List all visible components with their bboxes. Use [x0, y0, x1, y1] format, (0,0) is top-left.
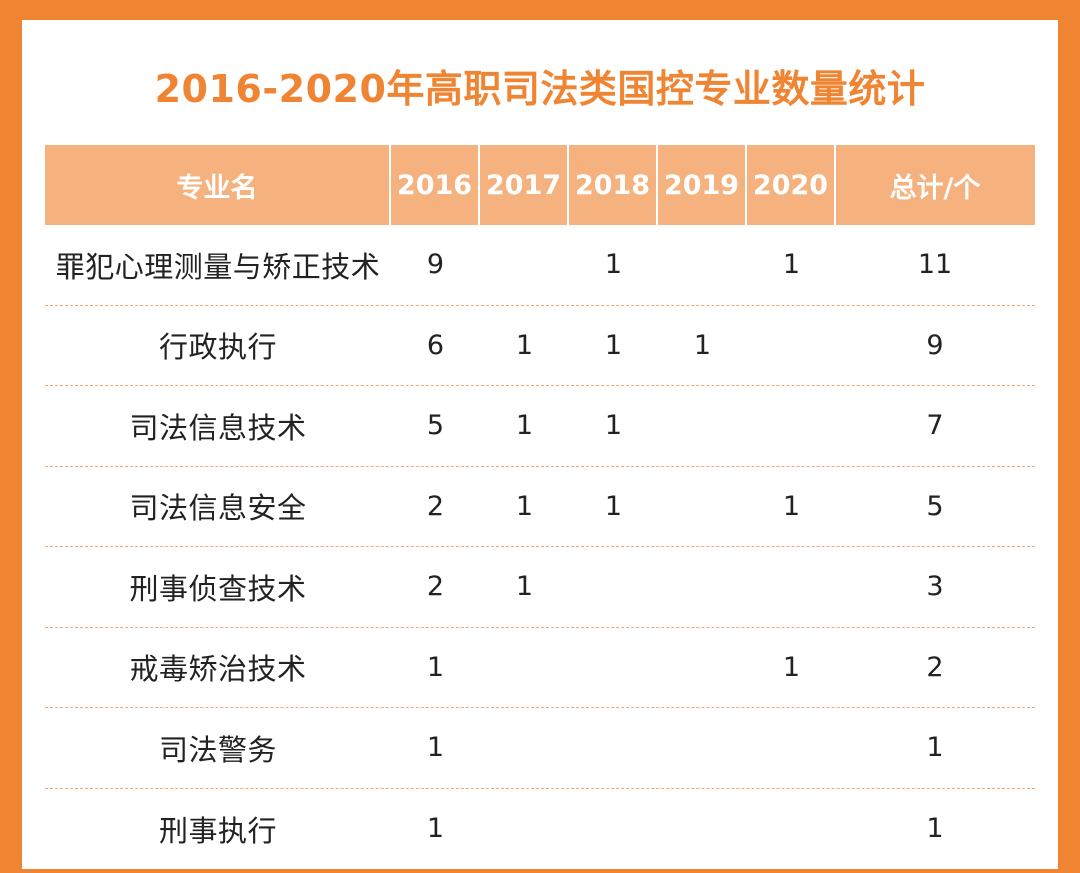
table-row: 司法警务 1 1 — [45, 708, 1035, 789]
count-2017-cell: 1 — [515, 490, 534, 522]
total-cell: 1 — [926, 732, 944, 764]
count-2019-cell — [658, 547, 747, 627]
count-2018-cell: 1 — [604, 249, 623, 281]
count-2018-cell: 1 — [604, 490, 623, 522]
count-2016-cell: 1 — [426, 813, 445, 845]
count-2019-cell — [658, 225, 747, 305]
count-2017-cell — [480, 789, 569, 870]
count-2016-cell: 5 — [426, 410, 445, 442]
major-name-cell: 司法警务 — [158, 732, 277, 767]
major-name-cell: 司法信息安全 — [129, 491, 307, 526]
count-2016-cell: 1 — [426, 651, 445, 683]
count-2016-cell: 2 — [426, 571, 445, 603]
header-2020: 2020 — [747, 145, 836, 225]
total-cell: 11 — [917, 249, 953, 281]
table-row: 行政执行 6 1 1 1 9 — [45, 306, 1035, 386]
count-2017-cell — [480, 628, 569, 708]
count-2016-cell: 2 — [426, 490, 445, 522]
major-name-cell: 刑事执行 — [158, 813, 277, 848]
major-name-cell: 司法信息技术 — [129, 410, 307, 445]
major-name-cell: 刑事侦查技术 — [129, 571, 307, 606]
total-cell: 2 — [926, 651, 944, 683]
total-cell: 1 — [926, 813, 944, 845]
count-2016-cell: 9 — [426, 249, 445, 281]
count-2018-cell: 1 — [604, 329, 623, 361]
header-2016: 2016 — [391, 145, 480, 225]
count-2020-cell — [747, 547, 836, 627]
table-row: 司法信息安全 2 1 1 1 5 — [45, 467, 1035, 547]
table-row: 刑事侦查技术 2 1 3 — [45, 547, 1035, 628]
stats-table: 专业名 2016 2017 2018 2019 2020 总计/个 罪犯心理测量… — [45, 145, 1035, 869]
major-name-cell: 行政执行 — [158, 330, 277, 365]
header-total: 总计/个 — [889, 172, 981, 204]
total-cell: 9 — [926, 329, 944, 361]
count-2016-cell: 6 — [426, 329, 445, 361]
count-2019-cell — [658, 386, 747, 466]
header-2017: 2017 — [480, 145, 569, 225]
major-name-cell: 戒毒矫治技术 — [129, 652, 307, 687]
count-2020-cell — [747, 789, 836, 870]
count-2019-cell — [658, 789, 747, 870]
count-2016-cell: 1 — [426, 732, 445, 764]
count-2017-cell — [480, 225, 569, 305]
count-2020-cell: 1 — [782, 249, 801, 281]
table-header: 专业名 2016 2017 2018 2019 2020 总计/个 — [45, 145, 1035, 225]
header-major-name: 专业名 — [45, 145, 391, 225]
page-title: 2016-2020年高职司法类国控专业数量统计 — [154, 67, 926, 111]
count-2018-cell — [569, 708, 658, 788]
count-2020-cell: 1 — [782, 651, 801, 683]
header-2019: 2019 — [658, 145, 747, 225]
total-cell: 5 — [926, 490, 944, 522]
count-2018-cell — [569, 547, 658, 627]
total-cell: 7 — [926, 410, 944, 442]
count-2020-cell — [747, 708, 836, 788]
major-name-cell: 罪犯心理测量与矫正技术 — [55, 249, 381, 284]
header-2018: 2018 — [569, 145, 658, 225]
count-2017-cell — [480, 708, 569, 788]
count-2018-cell — [569, 628, 658, 708]
count-2019-cell — [658, 708, 747, 788]
count-2018-cell — [569, 789, 658, 870]
table-row: 罪犯心理测量与矫正技术 9 1 1 11 — [45, 225, 1035, 306]
count-2019-cell: 1 — [693, 329, 712, 361]
table-row: 刑事执行 1 1 — [45, 789, 1035, 870]
table-row: 戒毒矫治技术 1 1 2 — [45, 628, 1035, 708]
count-2020-cell — [747, 306, 836, 386]
count-2019-cell — [658, 628, 747, 708]
count-2019-cell — [658, 467, 747, 547]
total-cell: 3 — [926, 571, 944, 603]
count-2017-cell: 1 — [515, 571, 534, 603]
count-2017-cell: 1 — [515, 410, 534, 442]
table-row: 司法信息技术 5 1 1 7 — [45, 386, 1035, 467]
count-2018-cell: 1 — [604, 410, 623, 442]
count-2020-cell — [747, 386, 836, 466]
count-2020-cell: 1 — [782, 490, 801, 522]
count-2017-cell: 1 — [515, 329, 534, 361]
